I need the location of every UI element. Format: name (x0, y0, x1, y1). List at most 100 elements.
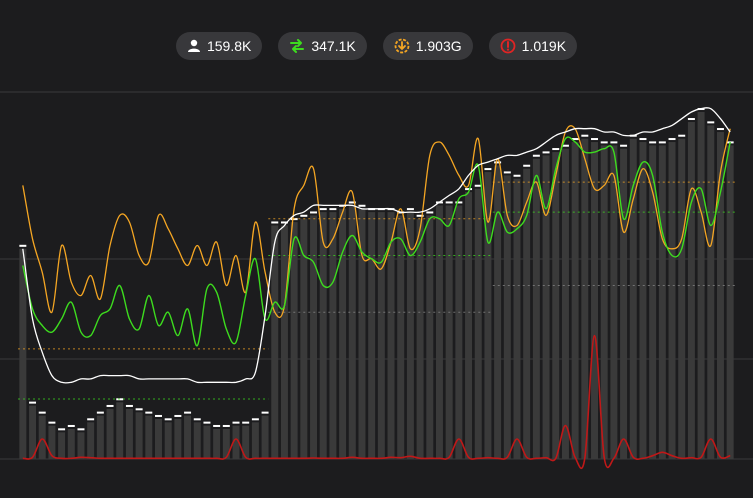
bar-cap (513, 174, 521, 177)
transfers-series-line (22, 136, 731, 347)
errors-value: 1.019K (521, 38, 567, 54)
bar-cap (38, 411, 46, 414)
bar-cap (494, 161, 502, 164)
bar-cap (242, 421, 250, 424)
bar (581, 138, 589, 459)
bar (96, 415, 104, 459)
bar (484, 172, 492, 459)
bar-cap (445, 201, 453, 204)
bar-cap (67, 424, 75, 427)
bar-cap (542, 151, 550, 154)
bar (416, 218, 424, 459)
bar (290, 222, 298, 459)
bar-cap (620, 144, 628, 147)
bar-cap (532, 154, 540, 157)
bar (145, 415, 153, 459)
bar (426, 215, 434, 459)
bar-cap (203, 421, 211, 424)
bar (406, 212, 414, 459)
bar-cap (658, 141, 666, 144)
bar (339, 208, 347, 459)
bar (184, 415, 192, 459)
bar (368, 212, 376, 459)
bar (387, 212, 395, 459)
bar-cap (406, 208, 414, 211)
bar (435, 205, 443, 459)
transfers-value: 347.1K (311, 38, 356, 54)
bar-cap (184, 411, 192, 414)
bar-cap (19, 244, 27, 247)
downloads-value: 1.903G (415, 38, 462, 54)
bar (232, 425, 240, 459)
bar (29, 405, 37, 459)
bar-cap (29, 401, 37, 404)
bar-cap (319, 208, 327, 211)
bar-cap (687, 118, 695, 121)
bar (271, 225, 279, 459)
bar (116, 402, 124, 459)
bar (445, 205, 453, 459)
bar (193, 422, 201, 459)
bar-cap (571, 138, 579, 141)
bar (77, 432, 85, 459)
bar (213, 428, 221, 459)
bar (523, 168, 531, 459)
bar (571, 142, 579, 459)
bar (465, 192, 473, 459)
bar (542, 155, 550, 459)
bar (716, 132, 724, 459)
bar-cap (716, 128, 724, 131)
bar (280, 225, 288, 459)
bar (358, 208, 366, 459)
bar-cap (135, 408, 143, 411)
bar (251, 422, 259, 459)
bar-cap (484, 168, 492, 171)
bar (494, 165, 502, 459)
bar-cap (106, 404, 114, 407)
bar-cap (455, 201, 463, 204)
bar-cap (232, 421, 240, 424)
bar-cap (251, 418, 259, 421)
bar-cap (581, 134, 589, 137)
bar-cap (280, 221, 288, 224)
alert-circle-icon (500, 38, 516, 54)
bar (552, 152, 560, 459)
bar (106, 408, 114, 459)
user-icon (187, 39, 200, 52)
download-circle-icon (394, 38, 410, 54)
bar-cap (474, 184, 482, 187)
bar (629, 138, 637, 459)
bar (513, 178, 521, 459)
bar (125, 408, 133, 459)
bar (697, 112, 705, 459)
bar-cap (600, 141, 608, 144)
bar-cap (348, 201, 356, 204)
bar-cap (58, 428, 66, 431)
bar-cap (193, 418, 201, 421)
bar-cap (426, 211, 434, 214)
bar (503, 175, 511, 459)
users-stat[interactable]: 159.8K (175, 32, 263, 60)
bar-cap (668, 138, 676, 141)
stats-bar: 159.8K 347.1K 1.903G 1.019K (0, 32, 753, 60)
bar-cap (261, 411, 269, 414)
bar (726, 145, 734, 459)
bar-cap (125, 404, 133, 407)
bar-cap (523, 164, 531, 167)
bar (649, 145, 657, 459)
bar (310, 215, 318, 459)
bar (377, 212, 385, 459)
bar (300, 218, 308, 459)
transfers-stat[interactable]: 347.1K (278, 32, 367, 60)
bar-cap (610, 141, 618, 144)
bar (707, 125, 715, 459)
bar-cap (77, 428, 85, 431)
bar (474, 188, 482, 459)
bar-cap (678, 134, 686, 137)
bar (600, 145, 608, 459)
errors-stat[interactable]: 1.019K (488, 32, 578, 60)
downloads-stat[interactable]: 1.903G (382, 32, 473, 60)
users-value: 159.8K (206, 38, 252, 54)
transfer-arrows-icon (290, 39, 305, 53)
